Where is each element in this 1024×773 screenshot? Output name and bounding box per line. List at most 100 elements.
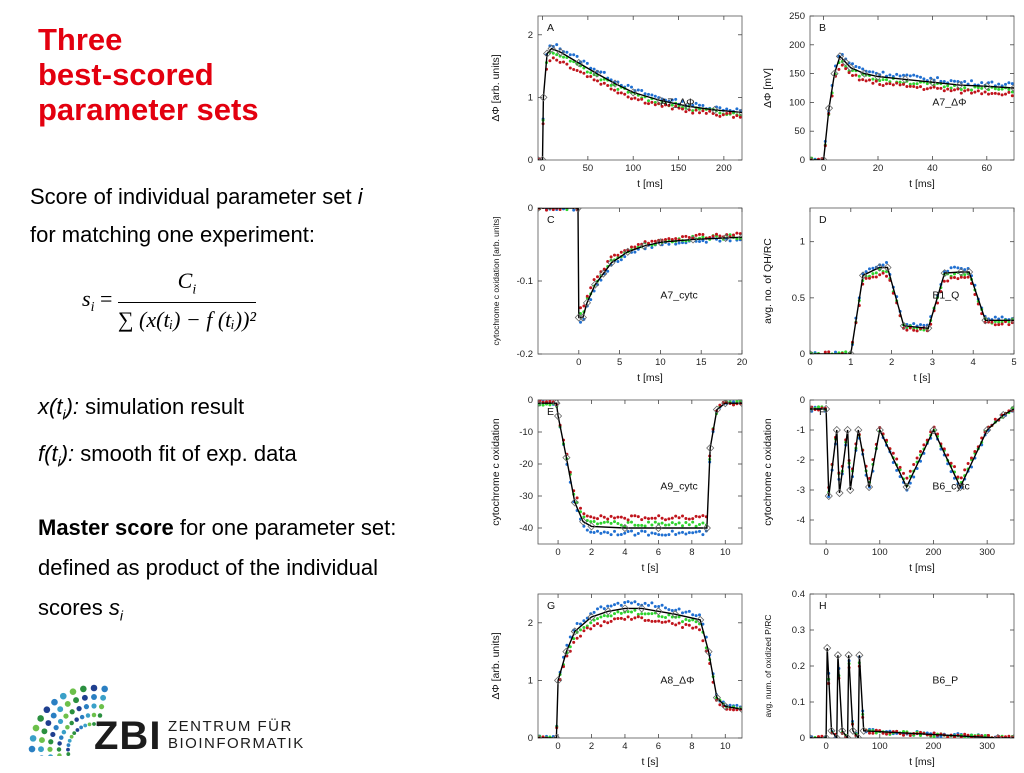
sim-point xyxy=(1007,738,1010,741)
sim-point xyxy=(732,403,735,407)
sim-point xyxy=(953,465,956,469)
logo-dot xyxy=(69,688,77,695)
formula-numerator: Ci xyxy=(118,268,256,302)
sim-point xyxy=(922,77,926,81)
sim-point xyxy=(664,606,667,610)
sim-point xyxy=(670,622,674,626)
sim-point xyxy=(847,71,851,75)
x-axis-label: t [ms] xyxy=(909,562,935,574)
x-tick-label: 10 xyxy=(720,741,731,752)
x-tick-label: 2 xyxy=(589,547,594,558)
sim-point xyxy=(942,279,946,283)
sim-point xyxy=(643,101,647,105)
sim-point xyxy=(694,625,698,629)
x-tick-label: 0 xyxy=(576,357,581,368)
sim-point xyxy=(861,78,865,82)
data-marker xyxy=(824,104,834,113)
logo-dot xyxy=(96,722,101,727)
sim-point xyxy=(687,619,691,623)
x-tick-label: 150 xyxy=(671,163,687,174)
sim-point xyxy=(599,531,603,535)
sim-point xyxy=(840,63,844,67)
sim-point xyxy=(585,70,589,74)
data-marker xyxy=(737,233,742,242)
sim-point xyxy=(949,266,953,270)
sim-point xyxy=(555,53,559,57)
sim-point xyxy=(691,517,695,521)
sim-point xyxy=(585,61,589,65)
sim-point xyxy=(653,520,657,524)
sim-point xyxy=(936,301,939,305)
logo-dot xyxy=(28,745,36,753)
plot-frame xyxy=(809,207,1015,355)
x-tick-label: 20 xyxy=(737,357,748,368)
fit-line xyxy=(538,47,742,160)
sim-point xyxy=(915,456,919,460)
data-marker xyxy=(604,607,613,616)
sim-point xyxy=(542,204,545,207)
sim-point xyxy=(548,59,552,63)
data-marker xyxy=(833,651,842,660)
sim-point xyxy=(718,239,722,243)
sim-point xyxy=(667,103,671,107)
sim-point xyxy=(616,601,620,605)
logo-dot xyxy=(69,709,75,715)
sim-point xyxy=(589,530,593,534)
data-marker xyxy=(712,405,721,414)
sim-point xyxy=(687,531,691,535)
panel-letter: C xyxy=(547,214,555,226)
data-marker xyxy=(620,604,630,613)
logo-zentrum: ZENTRUM FÜR BIOINFORMATIK xyxy=(168,718,305,752)
sim-point xyxy=(592,618,596,622)
sim-point xyxy=(932,85,936,89)
x-tick-label: 40 xyxy=(927,163,938,174)
sim-point xyxy=(677,516,681,520)
logo-dot xyxy=(83,723,88,728)
fit-line xyxy=(538,607,742,738)
logo-dot xyxy=(72,731,77,736)
sim-point xyxy=(670,98,674,102)
y-tick-label: 0 xyxy=(528,155,533,166)
sim-point xyxy=(888,82,892,86)
sim-point xyxy=(677,615,681,619)
y-axis-label: cytochrome c oxidation [arb. units] xyxy=(491,217,501,346)
panel-c: 0 5 10 15 20 -0.2 -0.1 0 t [ms] cytochrome c oxid… xyxy=(488,196,750,384)
sim-point xyxy=(626,83,630,87)
sim-point xyxy=(701,521,705,525)
sim-point xyxy=(647,517,650,521)
sim-point xyxy=(643,601,647,605)
sim-point xyxy=(963,276,967,280)
sim-point xyxy=(681,530,684,534)
sim-point xyxy=(664,523,667,527)
x-tick-label: 4 xyxy=(622,741,627,752)
sim-point xyxy=(568,53,572,57)
sim-point xyxy=(698,232,701,236)
y-tick-label: 2 xyxy=(528,30,533,41)
definition-x-text: simulation result xyxy=(79,394,245,419)
sim-point xyxy=(956,475,960,479)
sim-point xyxy=(983,90,987,94)
plot-frame xyxy=(809,399,1015,545)
sim-point xyxy=(691,531,695,535)
sim-point xyxy=(953,276,956,280)
sim-point xyxy=(609,521,613,525)
sim-point xyxy=(942,89,946,93)
chart-b: 0 20 40 60 0 50 100 150 200 250 t [ms] ΔΦ [mV] B A7_Δ… xyxy=(762,11,1015,190)
x-axis-label: t [ms] xyxy=(909,756,935,768)
sim-point xyxy=(667,608,671,612)
data-marker xyxy=(824,491,833,501)
logo-dot xyxy=(63,713,69,719)
sim-point xyxy=(871,275,875,279)
sim-point xyxy=(997,738,1000,741)
sim-point xyxy=(606,517,610,521)
sim-point xyxy=(559,205,562,208)
sim-point xyxy=(660,516,664,520)
logo-dot xyxy=(79,714,85,720)
sim-point xyxy=(925,87,929,91)
sim-point xyxy=(1000,87,1004,91)
sim-point xyxy=(667,533,671,537)
master-score-bold: Master score xyxy=(38,515,174,540)
sim-point xyxy=(735,231,739,235)
sim-point xyxy=(895,457,899,461)
sim-point xyxy=(898,83,902,87)
